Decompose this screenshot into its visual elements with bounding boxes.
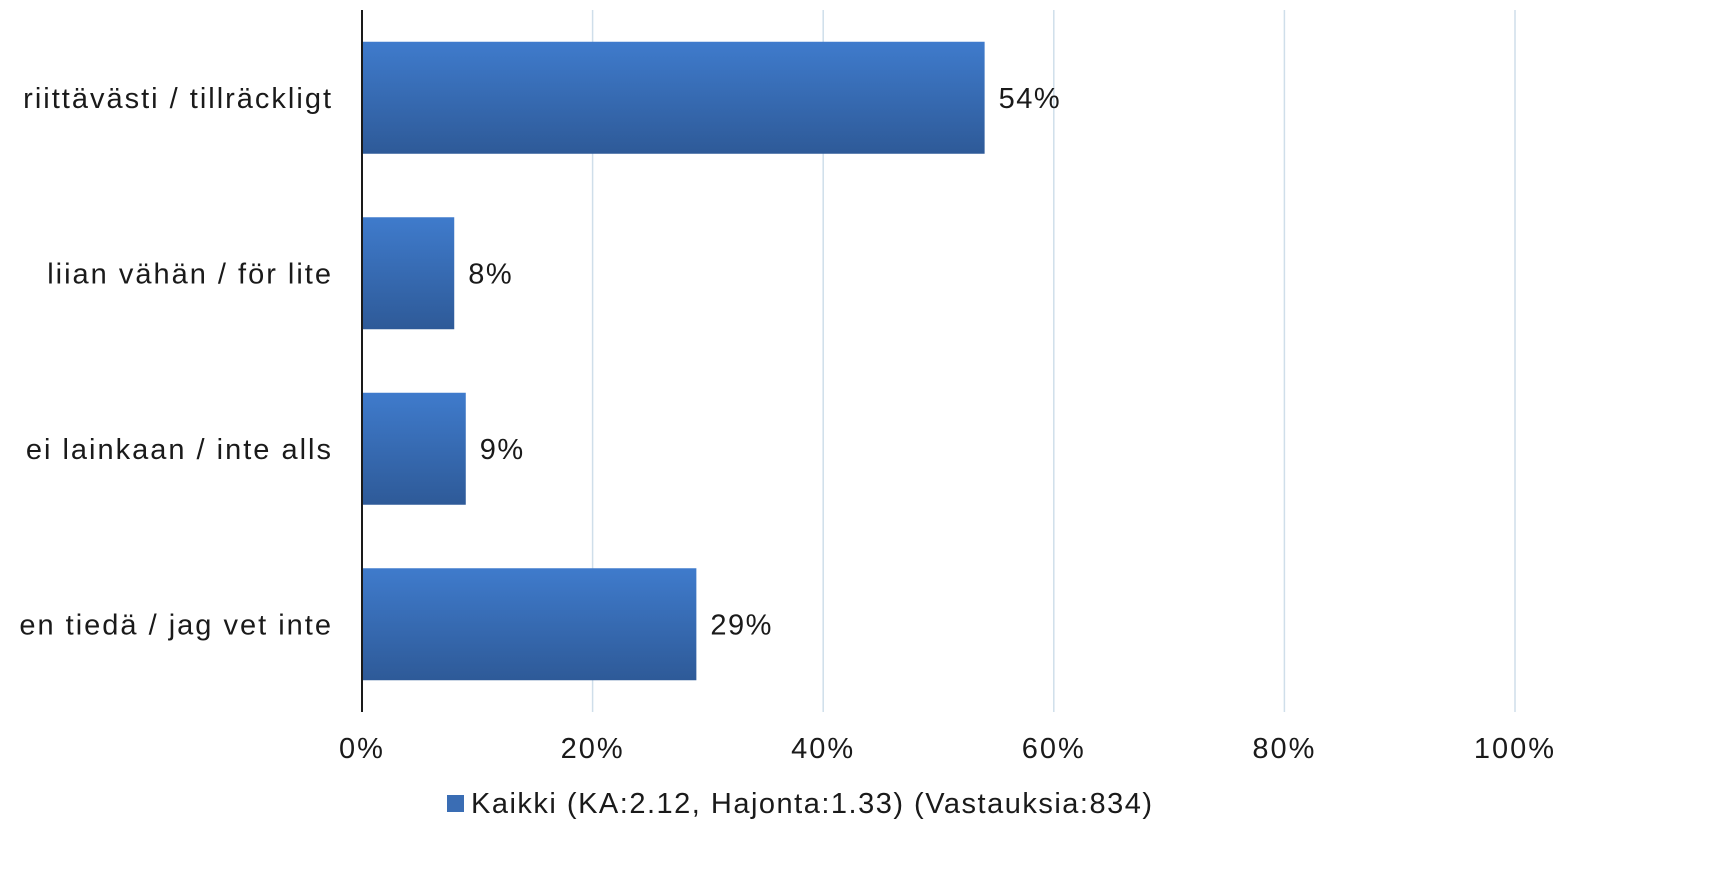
bars — [362, 41, 985, 681]
bar-2 — [362, 392, 466, 505]
category-labels: riittävästi / tillräckligt liian vähän / … — [19, 83, 333, 642]
category-label-0: riittävästi / tillräckligt — [23, 83, 333, 115]
x-tick-label-100: 100% — [1474, 733, 1556, 765]
value-label-3: 29% — [710, 609, 773, 641]
category-label-1: liian vähän / för lite — [47, 258, 333, 290]
value-label-2: 9% — [480, 434, 525, 466]
category-label-3: en tiedä / jag vet inte — [19, 609, 333, 641]
x-tick-label-20: 20% — [561, 733, 625, 765]
value-label-0: 54% — [999, 83, 1062, 115]
x-tick-label-80: 80% — [1252, 733, 1316, 765]
bar-0 — [362, 41, 985, 154]
value-labels: 54% 8% 9% 29% — [468, 83, 1062, 642]
x-tick-labels: 0% 20% 40% 60% 80% 100% — [339, 733, 1556, 765]
x-tick-label-0: 0% — [339, 733, 385, 765]
legend-swatch — [447, 795, 464, 812]
value-label-1: 8% — [468, 258, 513, 290]
legend: Kaikki (KA:2.12, Hajonta:1.33) (Vastauks… — [447, 788, 1154, 820]
x-tick-label-40: 40% — [791, 733, 855, 765]
bar-1 — [362, 217, 455, 330]
bar-3 — [362, 568, 697, 681]
legend-label: Kaikki (KA:2.12, Hajonta:1.33) (Vastauks… — [471, 788, 1154, 820]
category-label-2: ei lainkaan / inte alls — [26, 434, 333, 466]
x-tick-label-60: 60% — [1022, 733, 1086, 765]
